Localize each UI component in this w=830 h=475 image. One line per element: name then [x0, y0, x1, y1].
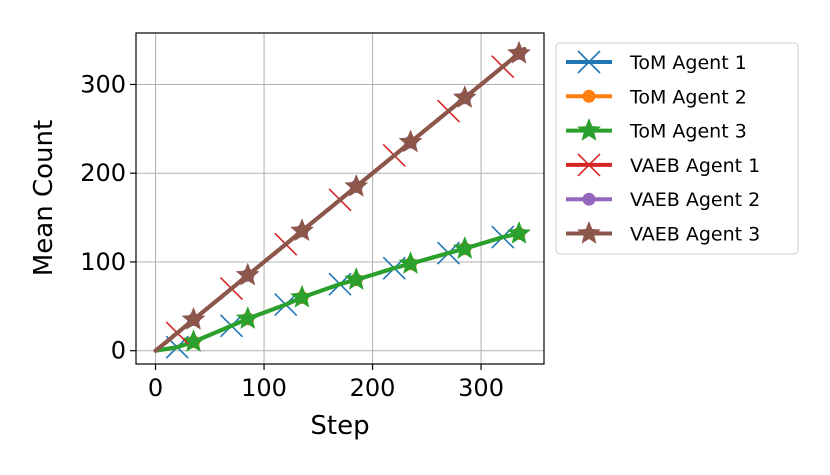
- legend-swatch-marker: [577, 50, 601, 74]
- legend-item: ToM Agent 1: [566, 50, 747, 74]
- data-point: [289, 218, 315, 242]
- legend-box: [555, 42, 799, 255]
- grid: [136, 33, 544, 364]
- legend-swatch-marker: [582, 89, 596, 103]
- series-vaeb-agent-3: [153, 40, 532, 353]
- legend-label: VAEB Agent 3: [630, 224, 760, 246]
- data-point: [452, 85, 477, 109]
- data-point: [289, 284, 315, 308]
- legend-item: VAEB Agent 1: [566, 153, 760, 177]
- data-point: [344, 267, 369, 290]
- legend: ToM Agent 1 ToM Agent 2 ToM Agent 3 VAEB Ag…: [555, 42, 799, 255]
- legend-swatch-marker: [577, 153, 601, 177]
- data-point: [506, 40, 532, 64]
- y-tick-label: 0: [111, 337, 126, 365]
- x-tick-label: 100: [241, 374, 287, 402]
- data-point: [181, 306, 206, 330]
- legend-swatch-marker: [576, 220, 602, 244]
- series-line: [153, 46, 527, 353]
- series-line: [153, 229, 527, 353]
- data-point: [344, 173, 369, 197]
- x-axis: 0 100 200 300: [148, 364, 504, 402]
- data-point: [506, 220, 532, 244]
- data-point: [398, 129, 423, 153]
- series-tom-agent-3: [153, 220, 532, 353]
- y-tick-label: 300: [80, 70, 126, 98]
- legend-swatch-marker: [576, 117, 602, 141]
- legend-label: VAEB Agent 2: [630, 189, 760, 211]
- data-point: [235, 306, 260, 330]
- legend-item: ToM Agent 2: [566, 86, 747, 108]
- y-tick-label: 200: [80, 159, 126, 187]
- legend-swatch-marker: [582, 192, 596, 206]
- legend-item: ToM Agent 3: [566, 117, 747, 143]
- data-point: [452, 235, 477, 259]
- data-point: [398, 251, 423, 274]
- legend-label: ToM Agent 1: [629, 52, 747, 74]
- data-point: [235, 262, 260, 286]
- plot-frame: [135, 32, 545, 365]
- legend-label: ToM Agent 2: [629, 86, 747, 108]
- legend-label: VAEB Agent 1: [630, 155, 760, 177]
- y-axis-label: Mean Count: [29, 120, 59, 276]
- x-tick-label: 0: [148, 374, 163, 402]
- x-tick-label: 300: [458, 374, 504, 402]
- legend-label: ToM Agent 3: [629, 121, 747, 143]
- x-axis-label: Step: [310, 411, 369, 441]
- x-tick-label: 200: [350, 374, 396, 402]
- legend-item: VAEB Agent 3: [566, 220, 760, 246]
- y-axis: 0 100 200 300: [80, 70, 136, 365]
- legend-item: VAEB Agent 2: [566, 189, 760, 211]
- series-layer: [153, 40, 532, 359]
- y-tick-label: 100: [80, 248, 126, 276]
- data-point: [181, 329, 206, 353]
